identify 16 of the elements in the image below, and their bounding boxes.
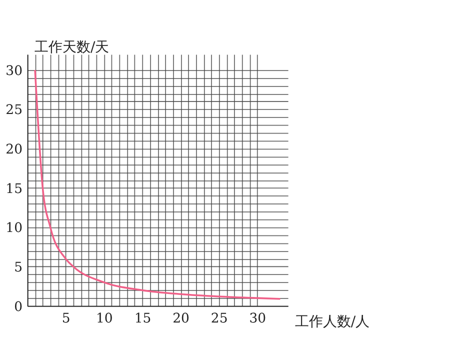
x-tick-label: 15 <box>134 311 152 326</box>
x-tick-label: 25 <box>210 311 228 326</box>
y-tick-label: 20 <box>6 142 23 158</box>
x-axis-title: 工作人数/人 <box>294 314 370 330</box>
x-tick-label: 30 <box>249 311 266 326</box>
y-tick-label: 10 <box>6 221 23 236</box>
y-tick-label: 25 <box>6 103 23 118</box>
y-tick-label: 5 <box>14 260 23 276</box>
y-axis-title: 工作天数/天 <box>34 40 110 56</box>
y-tick-label: 30 <box>6 64 23 79</box>
y-tick-label: 0 <box>14 300 23 315</box>
y-tick-label: 15 <box>6 182 23 197</box>
line-series <box>34 69 282 300</box>
x-tick-label: 5 <box>62 311 70 326</box>
x-tick-label: 20 <box>172 311 190 326</box>
x-tick-label: 10 <box>96 311 113 326</box>
